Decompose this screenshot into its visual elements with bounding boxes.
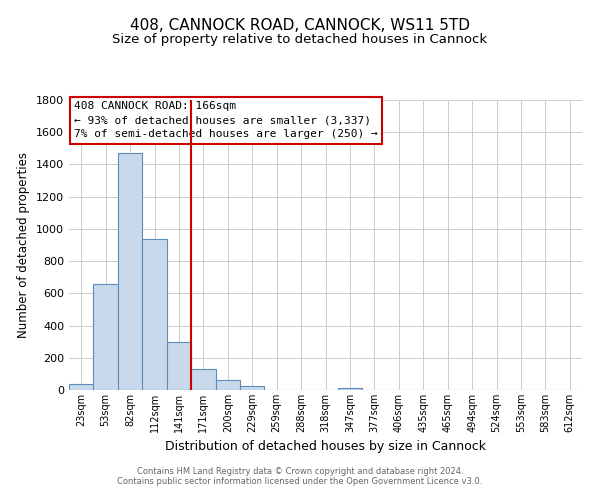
Y-axis label: Number of detached properties: Number of detached properties [17,152,31,338]
Text: Size of property relative to detached houses in Cannock: Size of property relative to detached ho… [112,32,488,46]
Bar [215,380,240,390]
Bar [338,388,362,390]
Text: Contains HM Land Registry data © Crown copyright and database right 2024.: Contains HM Land Registry data © Crown c… [137,467,463,476]
Text: Contains public sector information licensed under the Open Government Licence v3: Contains public sector information licen… [118,477,482,486]
Bar [191,369,215,390]
Bar [167,342,191,390]
Bar [142,240,167,390]
Text: 408 CANNOCK ROAD: 166sqm
← 93% of detached houses are smaller (3,337)
7% of semi: 408 CANNOCK ROAD: 166sqm ← 93% of detach… [74,102,378,140]
X-axis label: Distribution of detached houses by size in Cannock: Distribution of detached houses by size … [165,440,486,454]
Text: 408, CANNOCK ROAD, CANNOCK, WS11 5TD: 408, CANNOCK ROAD, CANNOCK, WS11 5TD [130,18,470,32]
Bar [240,386,265,390]
Bar [69,384,94,390]
Bar [94,284,118,390]
Bar [118,154,142,390]
